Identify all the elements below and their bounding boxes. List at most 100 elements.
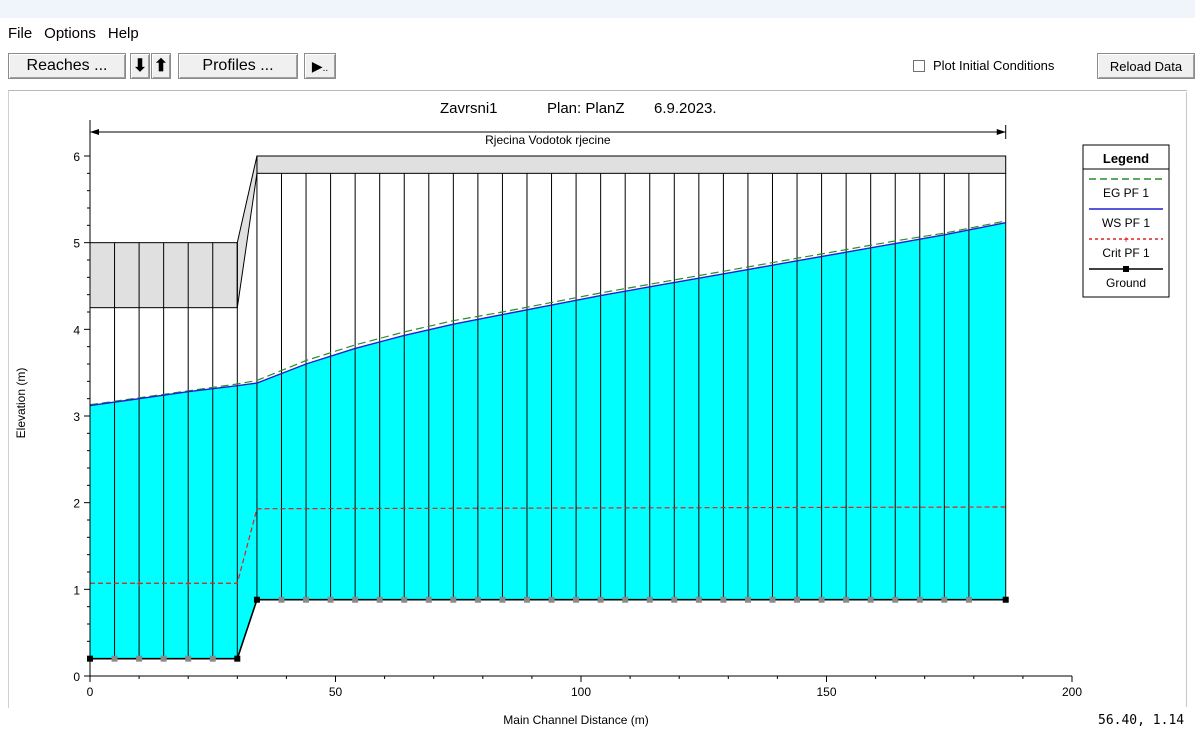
axes: 0 1 2 3 4 5 6 0 50 100 150 200 <box>73 120 1082 699</box>
y-tick-label-5: 5 <box>73 237 80 251</box>
ground-point-29 <box>794 596 801 603</box>
structure-deck-1 <box>256 155 1007 174</box>
ground-point-5 <box>209 655 216 662</box>
ground-point-19 <box>548 596 555 603</box>
ground-point-34 <box>916 596 923 603</box>
ground-point-36 <box>965 596 972 603</box>
x-tick-label-3: 150 <box>816 685 836 699</box>
legend-ground-marker <box>1123 266 1129 272</box>
ground-point-9 <box>303 596 310 603</box>
legend-entry-1: WS PF 1 <box>1102 216 1150 230</box>
ground-point-12 <box>376 596 383 603</box>
series-lines: + + <box>87 220 1009 662</box>
ground-point-22 <box>622 596 629 603</box>
ground-point-10 <box>327 596 334 603</box>
ground-point-1 <box>111 655 118 662</box>
chart-title: Zavrsni1 Plan: PlanZ 6.9.2023. <box>440 100 717 117</box>
legend-entry-3: Ground <box>1106 276 1146 290</box>
ground-point-32 <box>867 596 874 603</box>
y-tick-label-6: 6 <box>73 150 80 164</box>
ground-point-2 <box>136 655 143 662</box>
ground-point-20 <box>573 596 580 603</box>
cross-sections <box>89 173 1007 659</box>
ws-line <box>89 222 1006 407</box>
ground-point-17 <box>499 596 506 603</box>
plot-initial-checkbox[interactable] <box>913 59 925 72</box>
ground-point-15 <box>450 596 457 603</box>
play-button[interactable]: ▶.. <box>304 53 336 79</box>
menu-help[interactable]: Help <box>107 24 139 42</box>
ground-point-27 <box>744 596 751 603</box>
ground-point-14 <box>425 596 432 603</box>
ground-point-18 <box>523 596 530 603</box>
legend-entry-0: EG PF 1 <box>1103 186 1149 200</box>
x-tick-label-1: 50 <box>329 685 343 699</box>
legend-crit-marker: + <box>1123 235 1129 246</box>
plot-initial-conditions[interactable]: Plot Initial Conditions <box>913 58 1054 73</box>
ground-point-31 <box>843 596 850 603</box>
plot-frame <box>8 90 1187 708</box>
reach-arrow-left <box>90 129 99 135</box>
reload-data-button[interactable]: Reload Data <box>1097 53 1195 79</box>
crit-marker-0: + <box>136 579 142 590</box>
up-arrow-button[interactable]: ⬆ <box>151 53 171 79</box>
plot-scroll-edge <box>1186 92 1187 707</box>
menu-bar: File Options Help <box>0 20 143 46</box>
ground-point-7 <box>253 596 260 603</box>
ground-point-23 <box>646 596 653 603</box>
reach-arrow-right <box>996 129 1006 135</box>
title-plan: Plan: PlanZ <box>547 100 625 117</box>
reach-label: Rjecina Vodotok rjecine <box>485 133 611 147</box>
title-strip <box>0 0 1195 18</box>
x-axis-label: Main Channel Distance (m) <box>503 713 648 727</box>
ground-point-3 <box>160 655 167 662</box>
y-axis-label: Elevation (m) <box>14 368 28 439</box>
ground-point-6 <box>234 655 241 662</box>
play-icon: ▶.. <box>311 57 329 74</box>
ground-point-13 <box>401 596 408 603</box>
structure-transition <box>236 155 258 308</box>
y-tick-label-1: 1 <box>73 583 80 597</box>
ground-point-35 <box>941 596 948 603</box>
crit-line <box>90 506 1006 584</box>
menu-file[interactable]: File <box>8 24 33 42</box>
ground-point-16 <box>474 596 481 603</box>
ground-point-8 <box>278 596 285 603</box>
x-tick-label-0: 0 <box>87 685 94 699</box>
y-tick-label-0: 0 <box>73 670 80 684</box>
ground-point-37 <box>1002 596 1009 603</box>
legend-title: Legend <box>1103 151 1149 166</box>
reaches-button[interactable]: Reaches ... <box>8 53 126 79</box>
legend-entry-2: Crit PF 1 <box>1102 246 1150 260</box>
legend: Legend EG PF 1 WS PF 1 +Crit PF 1 Ground <box>1082 144 1170 298</box>
eg-line <box>89 220 1006 406</box>
x-tick-label-4: 200 <box>1062 685 1082 699</box>
ground-point-28 <box>769 596 776 603</box>
down-arrow-button[interactable]: ⬇ <box>130 53 150 79</box>
reach-label-bg <box>452 128 643 148</box>
plot-initial-label: Plot Initial Conditions <box>933 58 1055 73</box>
up-arrow-icon: ⬆ <box>153 56 169 75</box>
ground-point-24 <box>671 596 678 603</box>
down-arrow-icon: ⬇ <box>132 56 148 75</box>
ground-point-33 <box>892 596 899 603</box>
toolbar: Reaches ... ⬇ ⬆ Profiles ... ▶.. Plot In… <box>0 50 1195 82</box>
ground-point-4 <box>185 655 192 662</box>
menu-options[interactable]: Options <box>44 24 96 42</box>
cursor-coordinates: 56.40, 1.14 <box>1098 713 1185 728</box>
ground-point-11 <box>352 596 359 603</box>
profiles-button[interactable]: Profiles ... <box>178 53 298 79</box>
ground-point-25 <box>695 596 702 603</box>
water-area <box>90 222 1006 659</box>
crit-marker-1: + <box>185 579 191 590</box>
ground-point-21 <box>597 596 604 603</box>
ground-point-30 <box>818 596 825 603</box>
ground-point-26 <box>720 596 727 603</box>
x-tick-label-2: 100 <box>571 685 591 699</box>
y-tick-label-4: 4 <box>73 323 80 337</box>
title-date: 6.9.2023. <box>654 100 717 117</box>
title-project: Zavrsni1 <box>440 100 498 117</box>
y-tick-label-3: 3 <box>73 410 80 424</box>
y-tick-label-2: 2 <box>73 497 80 511</box>
